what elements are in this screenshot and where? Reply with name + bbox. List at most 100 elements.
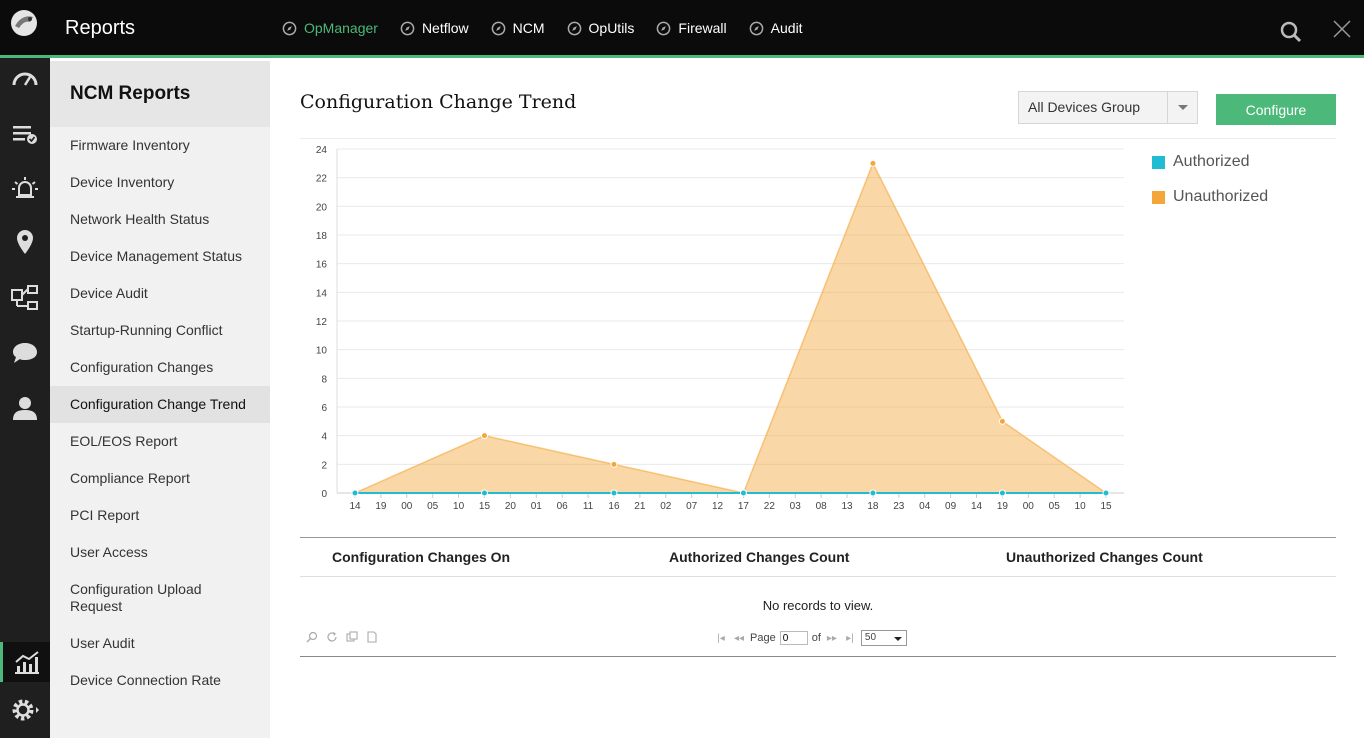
x-tick-label: 15 [1100, 501, 1112, 512]
nav-label: OpManager [304, 20, 378, 36]
legend-item-authorized[interactable]: Authorized [1152, 153, 1268, 171]
column-header[interactable]: Unauthorized Changes Count [1006, 549, 1203, 565]
x-tick-label: 13 [841, 501, 853, 512]
product-nav: OpManager Netflow NCM OpUtils Firewall A… [282, 20, 825, 36]
y-tick-label: 2 [321, 460, 327, 471]
search-icon[interactable] [306, 631, 318, 643]
settings-button[interactable] [0, 690, 50, 730]
x-tick-label: 08 [816, 501, 828, 512]
dashboard-icon [12, 72, 38, 86]
y-tick-label: 0 [321, 489, 327, 500]
reports-sidebar: NCM Reports Firmware Inventory Device Inv… [50, 61, 270, 738]
configure-button[interactable]: Configure [1216, 94, 1336, 125]
x-tick-label: 00 [401, 501, 413, 512]
nav-label: OpUtils [588, 20, 635, 36]
device-group-select[interactable]: All Devices Group [1018, 91, 1198, 124]
legend-swatch-authorized [1152, 155, 1165, 169]
legend-item-unauthorized[interactable]: Unauthorized [1152, 188, 1268, 206]
workflow-button[interactable] [0, 278, 50, 318]
compass-icon [567, 21, 581, 35]
nav-ncm[interactable]: NCM [491, 20, 545, 36]
chat-icon [13, 343, 37, 363]
chat-button[interactable] [0, 333, 50, 373]
nav-oputils[interactable]: OpUtils [567, 20, 635, 36]
data-point-unauthorized [869, 159, 877, 167]
refresh-icon[interactable] [326, 631, 338, 643]
icon-bar [0, 58, 50, 738]
next-page-icon[interactable]: ▸▸ [826, 632, 837, 644]
app-title: Reports [65, 17, 136, 39]
x-tick-label: 19 [997, 501, 1009, 512]
y-tick-label: 18 [316, 231, 328, 242]
sidebar-list: Firmware Inventory Device Inventory Networ… [50, 127, 270, 699]
page-number-input[interactable] [779, 631, 808, 645]
chart-divider [300, 138, 1336, 139]
close-icon[interactable] [1333, 20, 1351, 38]
sidebar-item[interactable]: Configuration Change Trend [50, 386, 270, 423]
legend-label: Unauthorized [1173, 188, 1269, 205]
search-icon[interactable] [1280, 21, 1302, 43]
sidebar-item[interactable]: Device Inventory [70, 174, 175, 190]
export-icon[interactable] [366, 631, 378, 643]
sidebar-title: NCM Reports [50, 61, 270, 127]
sidebar-item[interactable]: PCI Report [70, 507, 140, 523]
x-tick-label: 20 [505, 501, 517, 512]
nav-opmanager[interactable]: OpManager [282, 20, 378, 36]
x-tick-label: 10 [1075, 501, 1087, 512]
sidebar-item[interactable]: Configuration Upload Request [70, 581, 202, 614]
data-point-unauthorized [998, 417, 1006, 425]
compass-icon [657, 21, 671, 35]
alarm-icon [12, 177, 38, 198]
y-tick-label: 16 [316, 260, 328, 271]
page-size-select[interactable]: 50 [860, 630, 907, 646]
chart-legend: Authorized Unauthorized [1152, 153, 1268, 223]
inventory-button[interactable] [0, 114, 50, 154]
nav-label: NCM [512, 20, 545, 36]
users-button[interactable] [0, 388, 50, 428]
maps-button[interactable] [0, 222, 50, 262]
dashboard-button[interactable] [0, 58, 50, 98]
y-tick-label: 20 [316, 202, 328, 213]
x-tick-label: 18 [867, 501, 879, 512]
compass-icon [749, 21, 763, 35]
sidebar-item[interactable]: User Access [70, 544, 148, 560]
sidebar-item[interactable]: Network Health Status [70, 211, 210, 227]
sidebar-item[interactable]: Compliance Report [70, 470, 190, 486]
x-tick-label: 17 [738, 501, 750, 512]
map-pin-icon [17, 230, 33, 254]
nav-netflow[interactable]: Netflow [400, 20, 469, 36]
y-tick-label: 6 [321, 403, 327, 414]
device-group-value: All Devices Group [1028, 99, 1141, 115]
x-tick-label: 09 [945, 501, 957, 512]
alarms-button[interactable] [0, 168, 50, 208]
x-tick-label: 10 [453, 501, 465, 512]
sidebar-item[interactable]: EOL/EOS Report [70, 433, 178, 449]
sidebar-item[interactable]: Firmware Inventory [70, 137, 190, 153]
main-content: Configuration Change Trend All Devices G… [270, 61, 1364, 738]
first-page-icon[interactable]: |◂ [717, 632, 725, 644]
data-point-authorized [869, 489, 877, 497]
sidebar-item[interactable]: Device Management Status [70, 248, 242, 264]
nav-audit[interactable]: Audit [749, 20, 803, 36]
column-header[interactable]: Authorized Changes Count [669, 549, 850, 565]
last-page-icon[interactable]: ▸| [846, 632, 854, 644]
sidebar-item[interactable]: Device Audit [70, 285, 148, 301]
reports-button[interactable] [0, 642, 50, 682]
sidebar-item[interactable]: Configuration Changes [70, 359, 214, 375]
sidebar-item[interactable]: Startup-Running Conflict [70, 322, 223, 338]
y-tick-label: 22 [316, 174, 328, 185]
compass-icon [400, 21, 415, 35]
reports-chart-icon [14, 651, 39, 674]
x-tick-label: 12 [712, 501, 724, 512]
prev-page-icon[interactable]: ◂◂ [733, 632, 745, 644]
x-tick-label: 14 [349, 501, 361, 512]
columns-icon[interactable] [346, 631, 358, 643]
nav-firewall[interactable]: Firewall [656, 20, 727, 36]
sidebar-item[interactable]: User Audit [70, 635, 135, 651]
nav-label: Audit [770, 20, 803, 36]
column-header[interactable]: Configuration Changes On [332, 549, 511, 565]
x-tick-label: 19 [375, 501, 387, 512]
series-area-unauthorized [355, 163, 1106, 494]
sidebar-item[interactable]: Device Connection Rate [70, 672, 221, 688]
